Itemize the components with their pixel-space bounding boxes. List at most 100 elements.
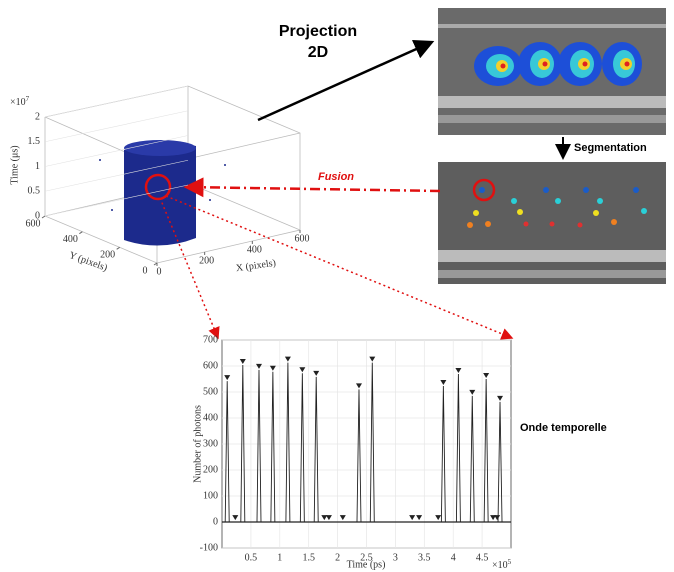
y-tick <box>41 215 46 219</box>
z-grid-line <box>44 184 189 217</box>
spike <box>369 362 375 523</box>
peak-marker <box>255 363 262 369</box>
z-grid-line <box>44 135 189 167</box>
minor-marker <box>490 515 497 521</box>
x-axis-title: Time (ps) <box>347 559 386 570</box>
x-tick-label: 3 <box>393 552 398 563</box>
z-grid-line <box>44 85 189 118</box>
peak-marker <box>469 389 476 395</box>
peak-marker <box>313 370 320 376</box>
x-tick-label: 400 <box>247 244 262 255</box>
fusion-label: Fusion <box>318 171 354 183</box>
minor-marker <box>339 515 346 521</box>
peak-marker <box>440 380 447 386</box>
z-tick-label: 0 <box>35 210 40 221</box>
fusion-arrow <box>183 177 441 198</box>
x-tick-label: 0 <box>157 266 162 277</box>
z-label: Time (μs) <box>9 145 20 184</box>
minor-marker <box>232 515 239 521</box>
peak-marker <box>497 395 504 401</box>
x-tick-label: 4.5 <box>476 552 489 563</box>
y-tick-label: -100 <box>200 542 218 553</box>
spike <box>469 395 475 523</box>
spike <box>356 389 362 523</box>
x-tick-label: 0.5 <box>245 552 258 563</box>
x-tick-label: 1 <box>277 552 282 563</box>
y-tick-label: 200 <box>100 250 115 261</box>
peak-marker <box>355 383 362 389</box>
x-tick-label: 2 <box>335 552 340 563</box>
zoom-line <box>159 197 220 340</box>
minor-marker <box>435 515 442 521</box>
spike <box>497 401 503 523</box>
projection-image <box>438 8 666 135</box>
x-tick-label: 1.5 <box>302 552 315 563</box>
projection-label: 2D <box>308 44 328 61</box>
y-tick-label: 400 <box>63 234 78 245</box>
onde-label: Onde temporelle <box>520 422 607 434</box>
exp-power: 7 <box>26 95 30 103</box>
x-tick-label: 3.5 <box>418 552 431 563</box>
projection-arrow <box>257 40 435 122</box>
spike <box>270 371 276 523</box>
y-tick <box>116 246 120 250</box>
peak-marker <box>369 356 376 362</box>
y-tick-label: 500 <box>203 386 218 397</box>
z-grid-line <box>44 159 189 192</box>
z-tick-label: 1.5 <box>28 136 41 147</box>
z-tick-label: 0.5 <box>28 186 41 197</box>
spike <box>440 386 446 523</box>
spike <box>256 369 262 523</box>
z-grid-line <box>44 110 189 143</box>
exp-base: ×10 <box>10 97 26 108</box>
peak-marker <box>284 356 291 362</box>
y-tick-label: 0 <box>143 265 148 276</box>
x-tick-label: 600 <box>295 233 310 244</box>
minor-marker <box>325 515 332 521</box>
z-tick-label: 1 <box>35 161 40 172</box>
fusion-circle <box>144 173 172 201</box>
y-tick-label: 400 <box>203 412 218 423</box>
y-tick-label: 0 <box>213 516 218 527</box>
x-tick-label: 4 <box>451 552 456 563</box>
point-cloud <box>99 140 226 246</box>
x-tick-label: 200 <box>199 255 214 266</box>
spike <box>455 374 461 523</box>
x-exponent: ×105 <box>492 558 512 572</box>
y-tick-label: 200 <box>203 464 218 475</box>
y-tick-label: 300 <box>203 438 218 449</box>
minor-marker <box>409 515 416 521</box>
segmentation-label: Segmentation <box>574 142 647 154</box>
spike <box>240 364 246 523</box>
peak-marker <box>224 375 231 381</box>
y-tick-label: 600 <box>203 360 218 371</box>
y-tick-label: 100 <box>203 490 218 501</box>
minor-marker <box>416 515 423 521</box>
zoom-line <box>165 195 514 340</box>
minor-marker <box>321 515 328 521</box>
spike <box>224 381 230 523</box>
spike <box>483 378 489 523</box>
segmentation-image <box>438 162 666 284</box>
y-tick <box>79 231 83 235</box>
spike <box>285 362 291 523</box>
minor-marker <box>494 515 501 521</box>
spike <box>299 373 305 523</box>
x-label: X (pixels) <box>235 258 276 274</box>
y-tick <box>153 262 158 266</box>
x-tick-label: 2.5 <box>360 552 373 563</box>
spike <box>313 376 319 523</box>
peak-marker <box>239 358 246 364</box>
peak-marker <box>299 367 306 373</box>
peak-marker <box>269 365 276 371</box>
peak-marker <box>455 368 462 374</box>
z-exponent: ×107 <box>10 95 30 109</box>
projection-label: Projection <box>279 23 357 40</box>
exp-base: ×10 <box>492 560 508 571</box>
y-tick-label: 600 <box>26 218 41 229</box>
z-tick-label: 2 <box>35 111 40 122</box>
exp-power: 5 <box>508 558 512 566</box>
y-tick-label: 700 <box>203 334 218 345</box>
peak-marker <box>483 373 490 378</box>
